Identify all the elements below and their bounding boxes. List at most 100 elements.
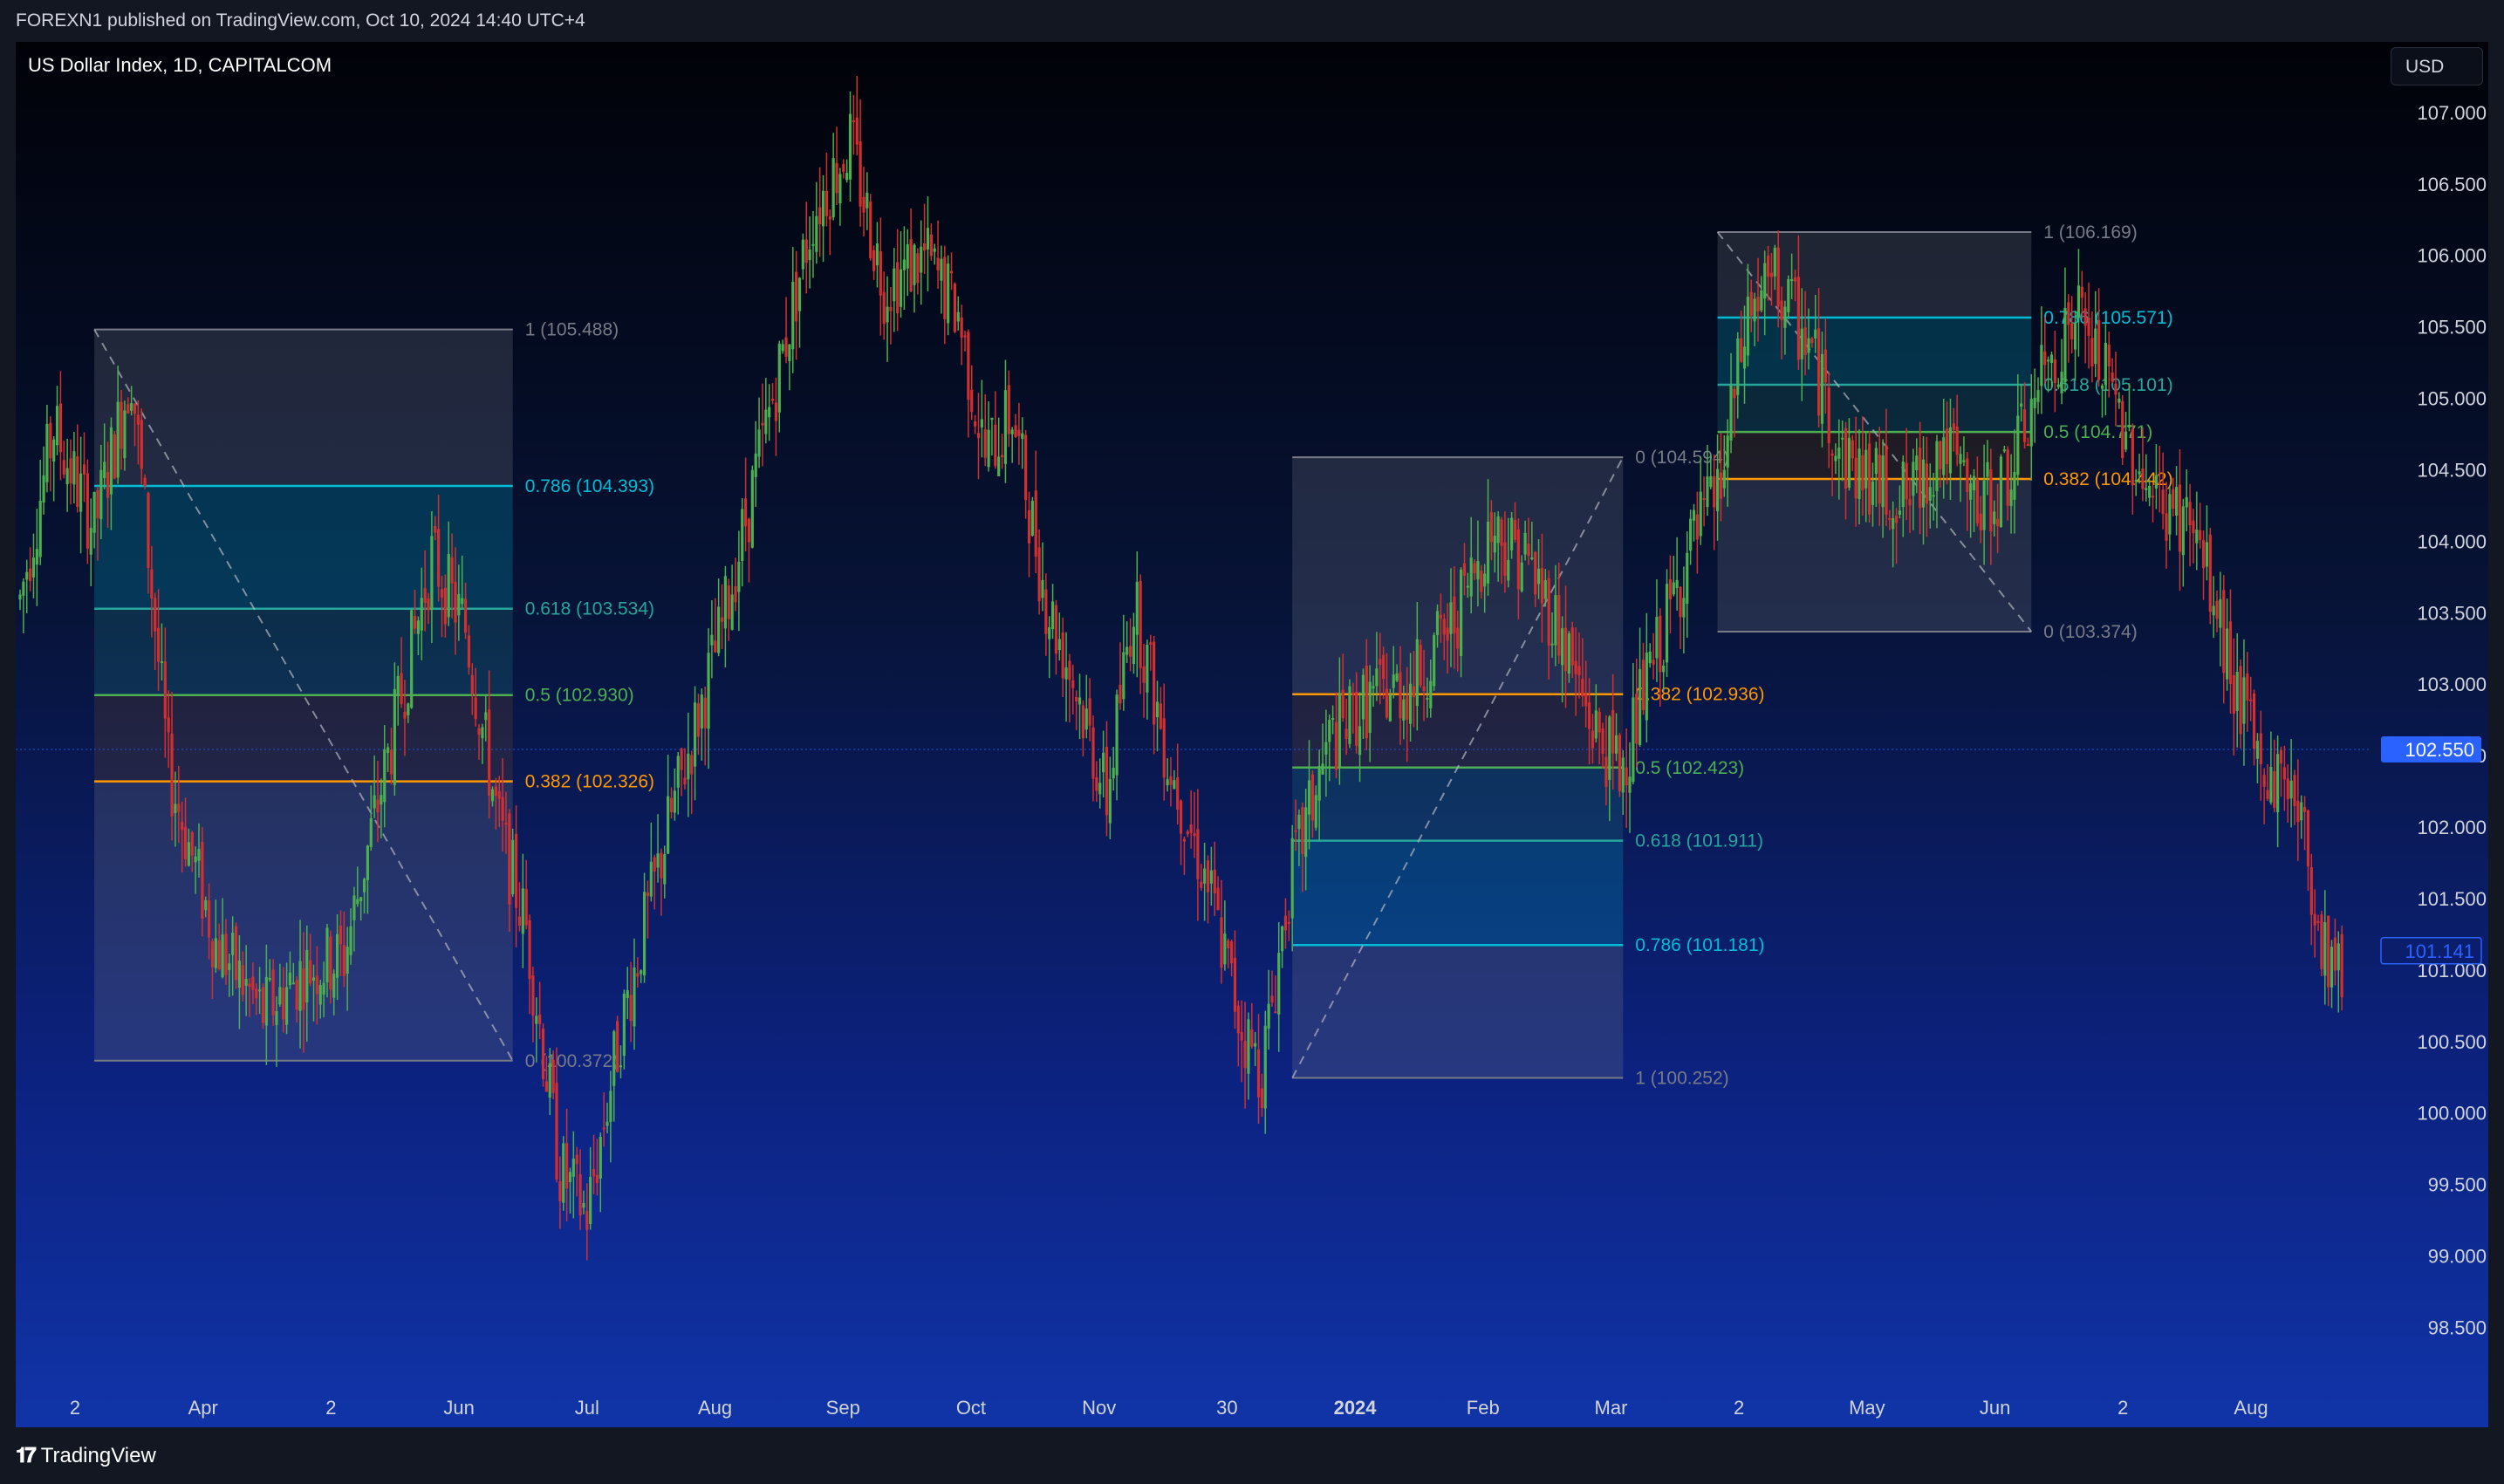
candle [109,417,113,530]
fib-retracement-2[interactable]: 0 (104.594) 0.382 (102.936) 0.5 (102.423) 0… [1291,448,1765,1088]
x-tick-label: Apr [188,1397,218,1419]
candle [1229,939,1234,977]
fib-level-label: 0.618 (101.911) [1635,831,1763,851]
candle [967,329,970,438]
candle [2286,764,2289,824]
candle [835,127,838,205]
candle [920,220,923,305]
candle [183,797,188,867]
candle [1024,429,1028,519]
candle [1729,352,1733,454]
price-chart-svg[interactable]: 1 (105.488) 0.786 (104.393) 0.618 (103.534… [16,42,2488,1427]
chart-area[interactable]: 1 (105.488) 0.786 (104.393) 0.618 (103.534… [16,42,2488,1427]
candle [396,666,400,726]
candle [1536,539,1541,599]
candle [1618,733,1621,797]
candle [960,304,963,366]
candle [1125,621,1129,664]
candle [342,911,345,988]
candle [1881,439,1885,538]
candle [31,533,36,598]
candle [261,983,265,1029]
candle [528,914,531,1015]
candle [1223,900,1227,971]
candle [1155,680,1160,752]
candle [311,964,316,1022]
candle [258,967,262,1015]
candle [136,400,140,465]
candle [2306,809,2310,892]
candle [1216,876,1220,911]
candle [194,846,197,894]
candle [1375,632,1379,701]
candle [1456,610,1460,672]
candle [514,805,518,947]
candle [2158,445,2161,513]
candle [2151,482,2155,523]
fib-trend-line [1716,231,2033,633]
candle [1632,663,1635,784]
candle [2226,598,2229,691]
candle [1489,500,1494,561]
candle [777,340,781,433]
candle [407,702,410,723]
candle [683,748,687,790]
candle [329,930,332,1004]
candle [1733,386,1736,438]
y-tick-label: 105.500 [2417,317,2487,339]
candle [2199,503,2202,549]
candle [2246,652,2249,732]
candle [913,243,916,313]
fib-level-label: 0.5 (102.423) [1635,758,1744,778]
candle [58,371,63,481]
candle [720,584,724,649]
brand[interactable]: 𝟏𝟕 TradingView [16,1444,156,1468]
candle [1783,300,1787,355]
candle [1800,288,1803,401]
candle [2192,509,2195,564]
candle [1534,551,1537,607]
candle [1054,599,1058,675]
candle [1574,627,1577,716]
candle [150,545,154,638]
candle [1256,1014,1261,1125]
candle [2138,453,2141,484]
tradingview-logo-icon: 𝟏𝟕 [16,1443,37,1467]
candle [2320,911,2323,977]
candle [484,694,488,742]
fib-retracement-3[interactable]: 1 (106.169) 0.786 (105.571) 0.618 (105.101… [1716,222,2173,642]
candle [494,777,497,830]
candle [1557,563,1561,664]
candle [1048,616,1051,679]
candle [1604,715,1608,806]
candle [940,245,943,314]
fib-retracement-1[interactable]: 1 (105.488) 0.786 (104.393) 0.618 (103.534… [93,320,654,1071]
candle [69,439,72,505]
candle [1301,802,1304,892]
candle [1561,616,1564,703]
candle [1071,664,1075,715]
candle [1655,579,1659,682]
candle [271,959,275,1026]
candle [1406,667,1409,763]
candle [1294,799,1297,851]
candle [2279,746,2283,797]
brand-name: TradingView [40,1443,156,1467]
candle [804,202,808,294]
candle [1932,472,1935,521]
candle [1412,650,1416,728]
candle [828,209,831,256]
candle [1787,275,1790,319]
candle [2063,267,2067,393]
candle [818,167,822,257]
candle [923,203,927,274]
candle [2070,296,2074,354]
fib-zone [1292,945,1624,1078]
candle [2040,306,2043,414]
currency-button[interactable]: USD [2391,47,2483,85]
candle [2340,925,2343,1011]
candle [1061,617,1064,698]
candle [403,680,407,756]
candle [437,495,441,602]
candle [450,533,454,619]
